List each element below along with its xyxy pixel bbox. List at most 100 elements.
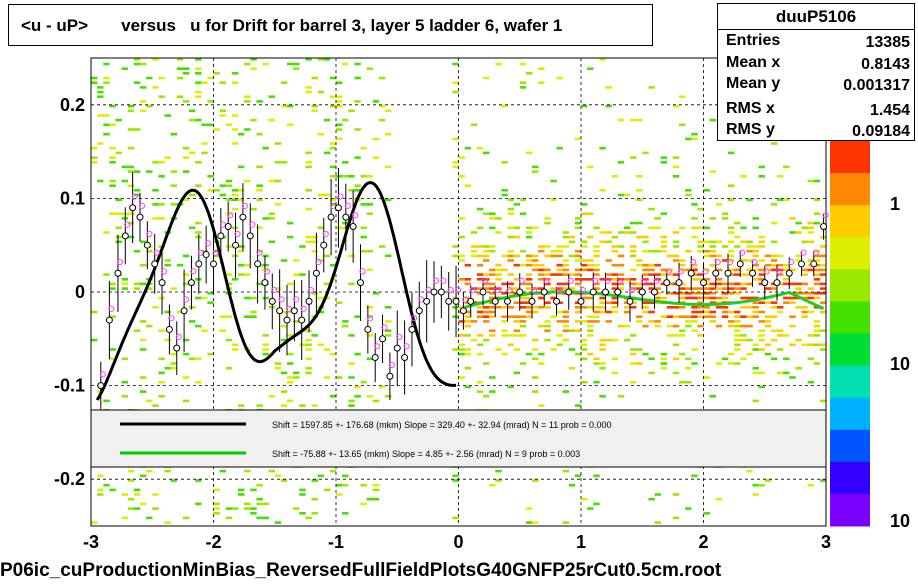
heat-cell (109, 161, 116, 164)
profile-point-alt (153, 249, 160, 256)
heat-cell (709, 217, 716, 220)
heat-cell (685, 296, 692, 300)
heat-cell (550, 287, 557, 290)
heat-cell (507, 385, 514, 389)
profile-point-alt (146, 230, 153, 238)
heat-cell (770, 240, 778, 244)
heat-cell (593, 502, 600, 506)
heat-cell (336, 301, 343, 304)
heat-cell (660, 273, 667, 276)
profile-point-alt (322, 230, 329, 238)
heat-cell (593, 287, 600, 290)
heat-cell (813, 320, 821, 323)
heat-cell (329, 165, 337, 169)
profile-point-alt (359, 268, 366, 275)
heat-cell (495, 469, 502, 473)
heat-cell (648, 207, 655, 211)
heat-cell (783, 268, 790, 272)
heat-cell (195, 357, 202, 361)
heat-cell (489, 329, 496, 332)
heat-cell (648, 301, 655, 304)
heat-cell (691, 226, 698, 230)
heat-cell (342, 474, 349, 478)
heat-cell (764, 343, 772, 347)
heat-cell (385, 109, 392, 113)
heat-cell (127, 221, 135, 225)
heat-cell (636, 263, 643, 267)
heat-cell (544, 254, 551, 258)
heat-cell (507, 235, 514, 239)
heat-cell (770, 268, 778, 272)
heat-cell (819, 287, 827, 290)
heat-cell (140, 62, 147, 66)
heat-cell (703, 287, 710, 290)
heat-cell (574, 474, 582, 478)
heat-cell (170, 170, 177, 173)
heat-cell (795, 338, 802, 342)
heat-cell (783, 165, 790, 169)
heat-cell (213, 488, 220, 492)
profile-point-alt (138, 202, 146, 209)
heat-cell (287, 380, 294, 384)
heat-cell (115, 118, 122, 122)
heat-cell (317, 132, 324, 136)
heat-cell (648, 273, 655, 276)
heat-cell (513, 334, 520, 337)
heat-cell (795, 231, 802, 234)
heat-cell (121, 493, 128, 496)
heat-cell (329, 395, 337, 398)
heat-cell (268, 217, 275, 220)
profile-point (386, 372, 394, 380)
heat-cell (611, 301, 618, 304)
heat-cell (691, 306, 698, 309)
palette-swatch (830, 333, 870, 367)
heat-cell (342, 161, 349, 164)
heat-cell (562, 268, 569, 272)
heat-cell (385, 254, 392, 258)
profile-point (430, 288, 438, 296)
heat-cell (819, 301, 827, 304)
heat-cell (97, 179, 104, 183)
heat-cell (556, 310, 563, 314)
heat-cell (323, 282, 331, 286)
heat-cell (623, 193, 631, 197)
heat-cell (813, 324, 821, 328)
heat-cell (507, 334, 514, 337)
heat-cell (801, 296, 808, 300)
heat-cell (250, 507, 257, 510)
heat-cell (758, 385, 765, 389)
heat-cell (660, 268, 667, 272)
heat-cell (556, 146, 563, 150)
heat-cell (728, 352, 735, 356)
heat-cell (470, 123, 478, 127)
heat-cell (262, 254, 269, 258)
heat-cell (605, 104, 612, 108)
heat-cell (256, 100, 263, 103)
heat-cell (605, 301, 612, 304)
heat-cell (476, 380, 484, 384)
heat-cell (721, 310, 729, 314)
profile-point (261, 279, 269, 287)
heat-cell (697, 324, 704, 328)
heat-cell (91, 81, 98, 84)
profile-point-alt (108, 305, 115, 312)
heat-cell (538, 81, 545, 84)
heat-cell (127, 507, 135, 510)
heat-cell (709, 118, 716, 122)
heat-cell (507, 292, 514, 295)
profile-point (437, 288, 445, 296)
profile-point (232, 241, 240, 249)
heat-cell (648, 357, 655, 361)
heat-cell (593, 306, 600, 309)
heat-cell (795, 259, 802, 262)
heat-cell (103, 399, 110, 403)
heat-cell (336, 175, 343, 178)
heat-cell (697, 306, 704, 309)
heat-cell (660, 249, 667, 253)
heat-cell (158, 329, 165, 332)
heat-cell (587, 352, 594, 356)
heat-cell (336, 81, 343, 84)
heat-cell (464, 348, 471, 351)
heat-cell (672, 334, 680, 337)
heat-cell (170, 184, 177, 187)
